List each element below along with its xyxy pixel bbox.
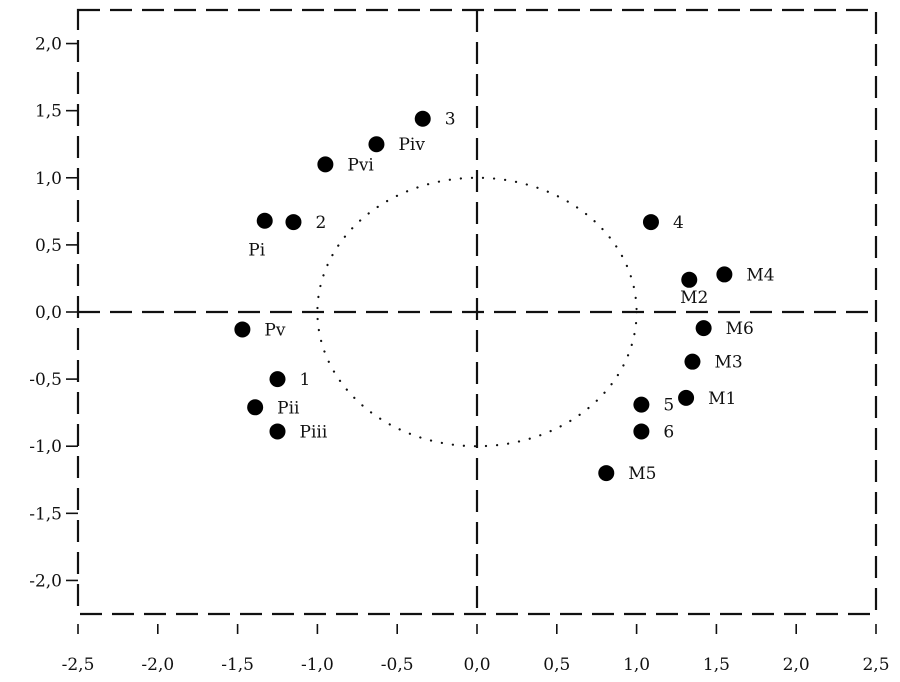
data-point <box>285 214 302 231</box>
point-label: M6 <box>726 319 754 339</box>
point-label: 1 <box>300 370 311 390</box>
data-point <box>678 389 695 406</box>
x-tick-label: 1,5 <box>703 655 730 675</box>
point-label: Pvi <box>347 155 374 175</box>
data-point <box>234 321 251 338</box>
data-point <box>256 212 273 229</box>
x-tick-label: -0,5 <box>381 655 414 675</box>
x-tick-label: -1,0 <box>301 655 334 675</box>
reference-lines-layer <box>78 10 876 614</box>
x-tick-label: 2,5 <box>862 655 889 675</box>
point-label: M3 <box>714 353 742 373</box>
x-tick-label: 0,5 <box>543 655 570 675</box>
data-point <box>642 214 659 231</box>
point-label: 5 <box>663 396 674 416</box>
unit-circle <box>316 176 638 448</box>
y-tick-label: 0,0 <box>35 303 62 323</box>
point-label: Pii <box>277 398 300 418</box>
x-tick-label: -2,5 <box>62 655 95 675</box>
point-label: 2 <box>315 213 326 233</box>
data-point <box>633 396 650 413</box>
y-tick-label: 1,5 <box>35 102 62 122</box>
y-tick-label: 0,5 <box>35 236 62 256</box>
point-label: Pi <box>248 241 265 261</box>
unit-circle-layer <box>316 176 638 448</box>
axes-layer: -2,5 -2,0 -1,5 -1,0 -0,5 0,0 0,5 1,0 1,5 2,0 2,5 2,… <box>29 35 889 675</box>
point-label: 6 <box>663 422 674 442</box>
y-tick-label: 1,0 <box>35 169 62 189</box>
point-label: 4 <box>673 213 684 233</box>
data-point <box>269 371 286 388</box>
data-point <box>716 266 733 283</box>
point-label: Pv <box>264 320 285 340</box>
y-tick-label: 2,0 <box>35 35 62 55</box>
y-tick-label: -1,0 <box>29 437 62 457</box>
x-tick-label: 0,0 <box>463 655 490 675</box>
data-point <box>684 353 701 370</box>
point-label: M2 <box>680 288 708 308</box>
x-tick-label: -1,5 <box>221 655 254 675</box>
y-tick-label: -0,5 <box>29 370 62 390</box>
data-point <box>695 320 712 337</box>
x-tick-label: -2,0 <box>141 655 174 675</box>
data-point <box>633 423 650 440</box>
point-label: M1 <box>708 389 736 409</box>
data-point <box>317 156 334 173</box>
y-tick-label: -1,5 <box>29 504 62 524</box>
data-point <box>598 465 615 482</box>
points-layer: 3 Piv Pvi Pi 2 4 M2 M4 M6 Pv M3 1 M1 Pii 5 Piii 6 M5 <box>234 110 775 484</box>
point-label: Piv <box>398 135 425 155</box>
data-point <box>269 423 286 440</box>
data-point <box>247 399 264 416</box>
point-label: Piii <box>300 422 328 442</box>
x-tick-label: 2,0 <box>783 655 810 675</box>
y-tick-label: -2,0 <box>29 571 62 591</box>
point-label: M4 <box>746 265 774 285</box>
point-label: M5 <box>628 464 656 484</box>
data-point <box>414 110 431 127</box>
data-point <box>681 271 698 288</box>
point-label: 3 <box>445 110 456 130</box>
data-point <box>368 136 385 153</box>
x-tick-label: 1,0 <box>623 655 650 675</box>
